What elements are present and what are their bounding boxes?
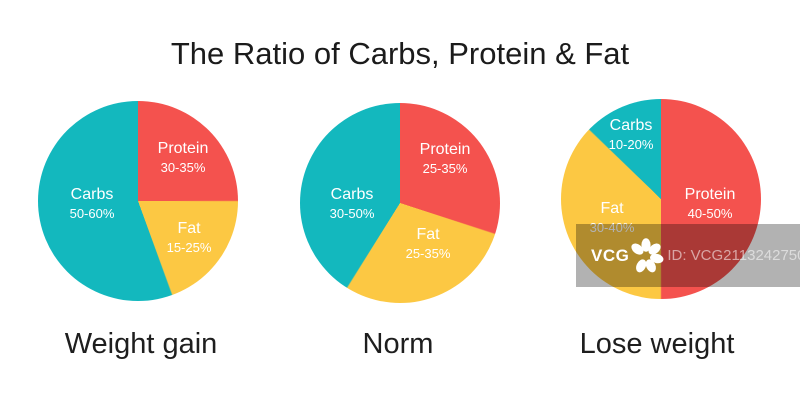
slice-name: Fat [600, 199, 624, 217]
slice-name: Fat [177, 219, 201, 237]
watermark-id-text: ID: VCG211324275023 [667, 247, 800, 264]
caption-weight-gain: Weight gain [64, 328, 218, 360]
slice-label-fat: Fat 25-35% [406, 226, 451, 262]
slice-value: 25-35% [422, 161, 468, 177]
slice-label-carbs: Carbs 50-60% [70, 186, 115, 222]
slice-label-fat: Fat 30-40% [590, 200, 635, 236]
vcg-flower-icon [631, 237, 664, 272]
slice-label-protein: Protein 40-50% [685, 186, 736, 222]
pie-chart-norm: Protein 25-35% Fat 25-35% Carbs 30-50% [300, 103, 500, 303]
chart-title: The Ratio of Carbs, Protein & Fat [170, 36, 630, 71]
slice-value: 25-35% [405, 246, 451, 262]
slice-name: Protein [157, 139, 209, 157]
pie-chart-lose-weight: Protein 40-50% Fat 30-40% Carbs 10-20% [561, 99, 761, 299]
pie-chart-weight-gain: Protein 30-35% Fat 15-25% Carbs 50-60% [38, 101, 238, 301]
slice-name: Carbs [330, 185, 374, 203]
slice-name: Carbs [609, 116, 653, 134]
slice-value: 30-50% [329, 206, 375, 222]
slice-value: 30-35% [160, 160, 206, 176]
slice-value: 50-60% [69, 206, 115, 222]
slice-value: 10-20% [608, 137, 654, 153]
slice-value: 15-25% [166, 240, 212, 256]
slice-label-protein: Protein 30-35% [158, 140, 209, 176]
caption-lose-weight: Lose weight [579, 328, 735, 360]
watermark-bar: VCG ID: VCG211324275023 [576, 224, 800, 287]
slice-name: Fat [416, 225, 440, 243]
slice-name: Carbs [70, 185, 114, 203]
slice-label-protein: Protein 25-35% [420, 141, 471, 177]
slice-name: Protein [419, 140, 471, 158]
slice-name: Protein [684, 185, 736, 203]
slice-label-carbs: Carbs 10-20% [609, 117, 654, 153]
caption-norm: Norm [362, 328, 434, 360]
slice-label-carbs: Carbs 30-50% [330, 186, 375, 222]
watermark-brand-text: VCG [591, 245, 630, 265]
slice-value: 40-50% [687, 206, 733, 222]
slice-value: 30-40% [589, 220, 635, 236]
slice-label-fat: Fat 15-25% [167, 220, 212, 256]
